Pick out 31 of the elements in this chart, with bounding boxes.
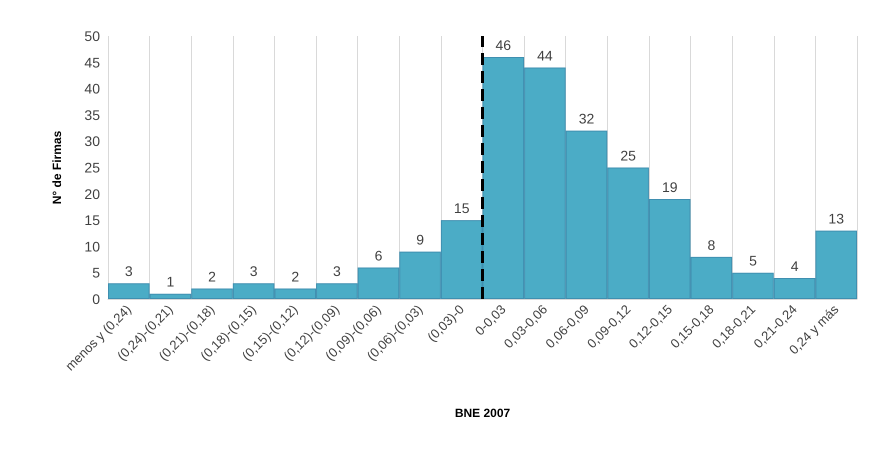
y-tick-label: 20 — [84, 186, 100, 202]
data-label: 3 — [250, 263, 258, 280]
data-label: 32 — [578, 110, 595, 127]
data-label: 5 — [749, 252, 758, 269]
data-label: 6 — [374, 247, 383, 264]
y-tick-label: 5 — [92, 264, 100, 281]
data-label: 9 — [416, 232, 424, 248]
y-tick-label: 45 — [84, 54, 100, 70]
x-axis-title: BNE 2007 — [454, 406, 511, 420]
y-tick-label: 10 — [84, 238, 100, 254]
data-label: 4 — [790, 258, 799, 274]
data-label: 8 — [707, 236, 716, 253]
data-label: 44 — [537, 48, 553, 64]
data-label: 2 — [208, 268, 216, 284]
data-label: 25 — [620, 148, 636, 164]
data-label: 1 — [166, 274, 175, 290]
data-label: 3 — [332, 263, 341, 280]
y-tick-label: 50 — [84, 28, 100, 44]
data-label: 3 — [124, 263, 133, 280]
data-label: 2 — [291, 268, 300, 284]
data-label: 15 — [454, 200, 470, 216]
data-label: 46 — [496, 37, 512, 54]
data-label: 13 — [828, 210, 844, 227]
y-tick-label: 15 — [84, 212, 100, 228]
y-tick-label: 30 — [84, 133, 100, 150]
y-tick-label: 0 — [92, 291, 100, 307]
data-label: 19 — [662, 179, 678, 196]
y-tick-label: 25 — [84, 160, 100, 176]
y-axis-title: N° de Firmas — [50, 130, 64, 204]
y-tick-label: 40 — [84, 80, 100, 97]
y-tick-label: 35 — [84, 106, 100, 123]
